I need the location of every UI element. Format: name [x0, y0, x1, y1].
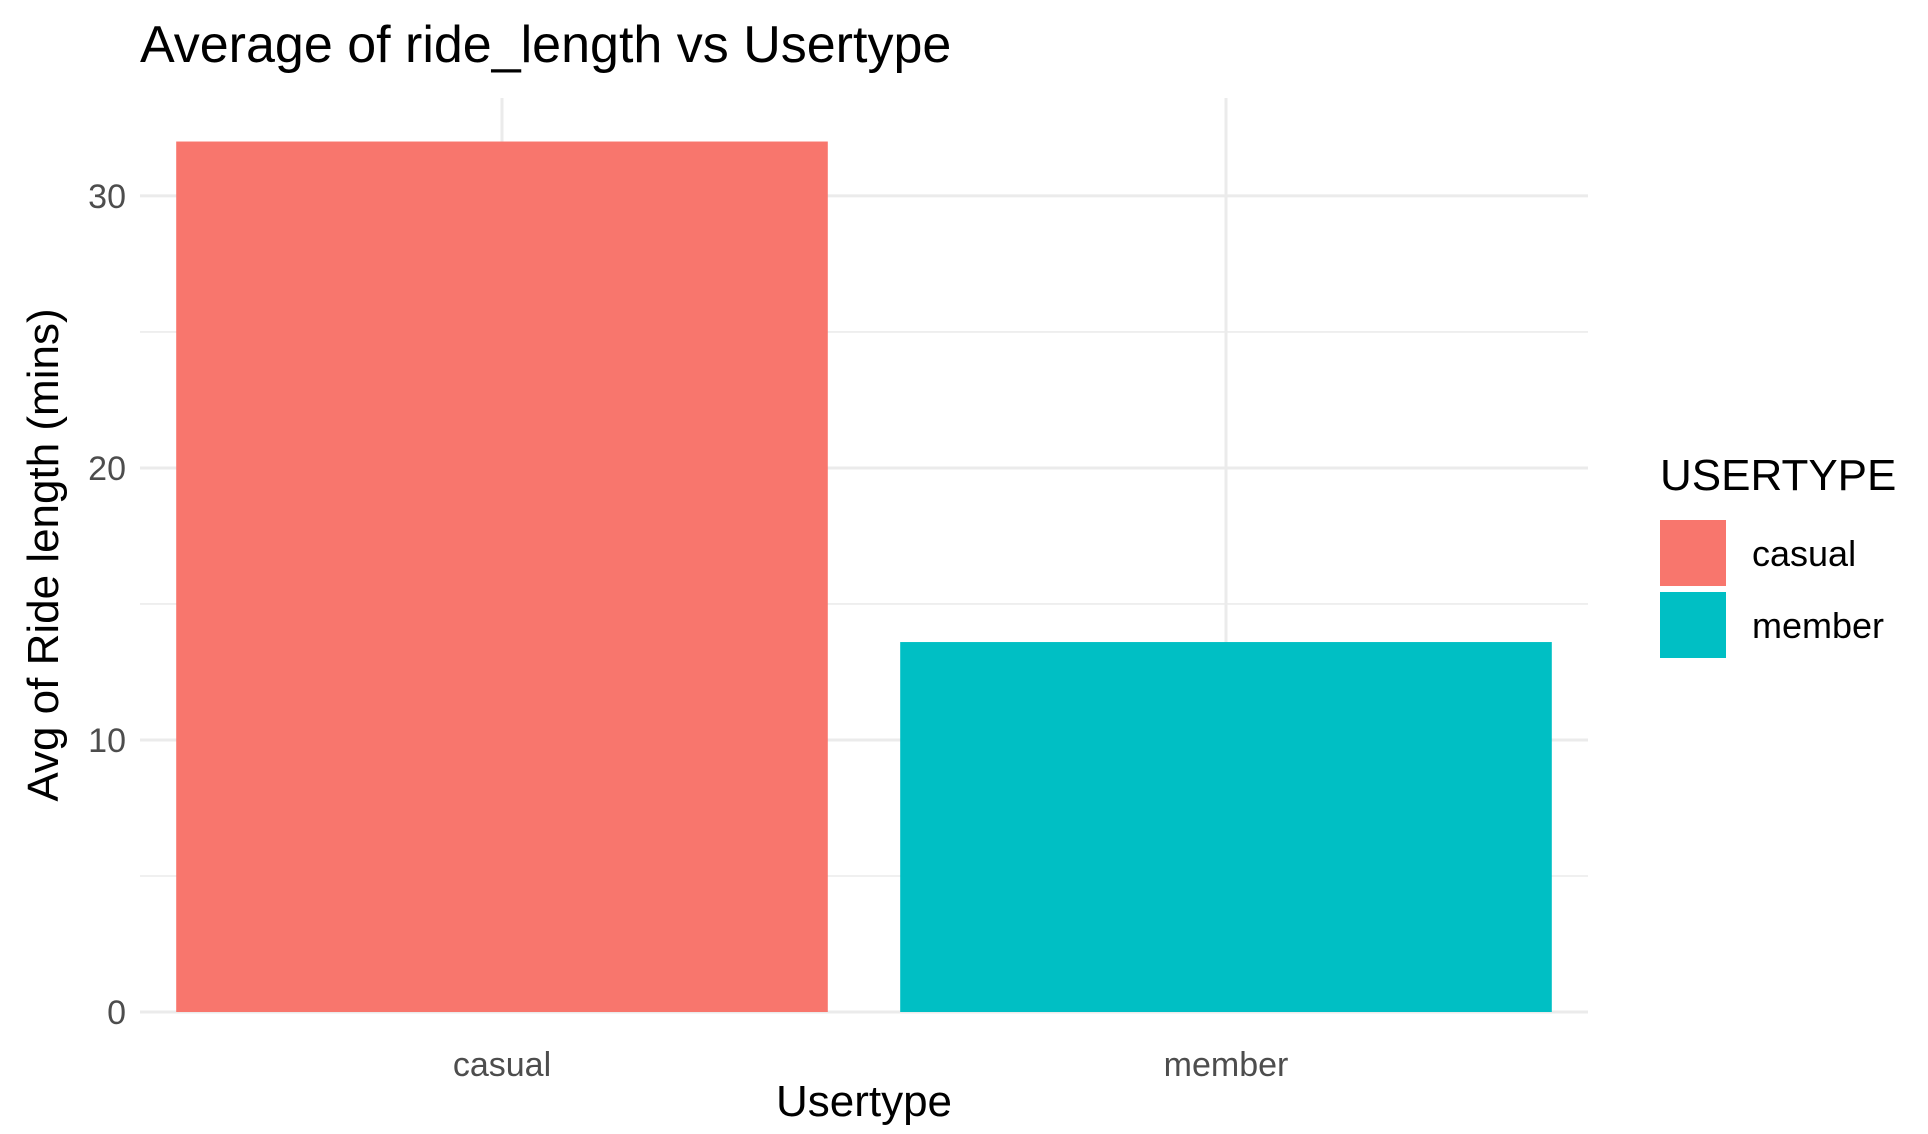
y-tick-label: 20 [88, 450, 126, 488]
y-tick-label: 0 [107, 994, 126, 1032]
legend-label: casual [1752, 533, 1856, 574]
legend-title: USERTYPE [1660, 451, 1896, 500]
bars [176, 141, 1552, 1012]
chart-title: Average of ride_length vs Usertype [140, 16, 951, 74]
legend-items: casual member [1660, 520, 1884, 658]
x-axis-title: Usertype [776, 1077, 952, 1126]
legend-label: member [1752, 605, 1884, 646]
y-axis-ticks: 0 10 20 30 [88, 178, 126, 1032]
y-tick-label: 30 [88, 178, 126, 216]
bar-member [900, 642, 1552, 1012]
legend-key-casual [1660, 520, 1726, 586]
x-axis-ticks: casual member [453, 1046, 1288, 1084]
bar-casual [176, 141, 828, 1012]
x-tick-label: casual [453, 1046, 551, 1084]
y-axis-title: Avg of Ride length (mins) [19, 308, 68, 801]
x-tick-label: member [1164, 1046, 1289, 1084]
legend-key-member [1660, 592, 1726, 658]
legend: USERTYPE casual member [1660, 451, 1896, 658]
y-tick-label: 10 [88, 722, 126, 760]
